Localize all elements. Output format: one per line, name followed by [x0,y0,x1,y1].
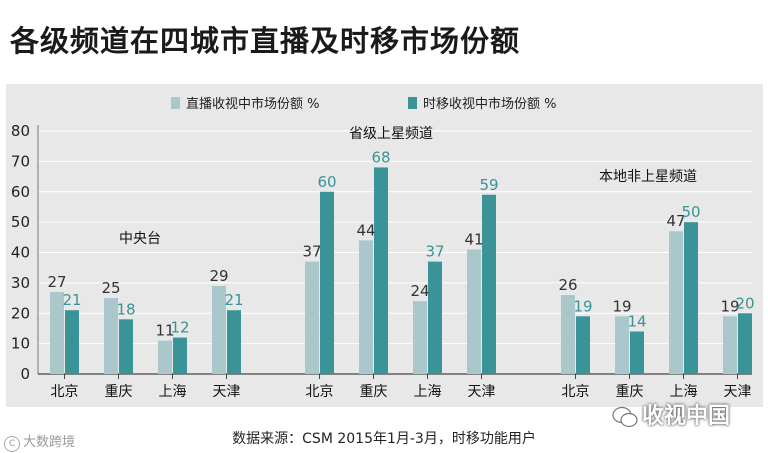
x-tick-label: 上海 [159,384,187,400]
x-tick-label: 上海 [414,384,442,400]
data-label-live: 41 [464,230,483,248]
group-label: 省级上星频道 [349,126,433,142]
x-tick-label: 北京 [51,384,79,400]
data-label-live: 47 [666,212,685,230]
legend-swatch [408,97,417,109]
bar-live [413,301,427,374]
bar-live [359,240,373,374]
right-watermark-text: 收视中国 [642,404,731,429]
bar-timeshift [630,331,644,374]
data-label-timeshift: 12 [170,319,189,337]
x-tick-label: 天津 [724,384,752,400]
bar-live [615,316,629,374]
data-label-live: 25 [101,279,120,297]
y-tick-label: 80 [11,122,30,140]
data-label-timeshift: 19 [573,297,592,315]
bar-live [561,295,575,374]
x-tick-label: 重庆 [105,384,133,400]
copyright-c-icon: C [4,436,20,452]
data-label-timeshift: 21 [62,291,81,309]
data-label-timeshift: 60 [317,173,336,191]
data-label-live: 44 [356,221,375,239]
left-watermark-text: 大数跨境 [23,435,76,450]
x-tick-label: 重庆 [616,384,644,400]
bar-timeshift [428,261,442,374]
bar-timeshift [65,310,79,374]
y-tick-label: 0 [20,365,30,383]
data-label-timeshift: 21 [224,291,243,309]
bar-timeshift [684,222,698,374]
data-label-live: 19 [612,297,631,315]
left-watermark: C 大数跨境 [4,431,75,452]
y-tick-label: 20 [11,304,30,322]
data-label-timeshift: 59 [479,176,498,194]
y-tick-label: 40 [11,244,30,262]
legend-swatch [171,97,180,109]
bar-timeshift [320,191,334,374]
page-title: 各级频道在四城市直播及时移市场份额 [10,24,521,58]
data-label-timeshift: 20 [735,294,754,312]
y-tick-label: 70 [11,152,30,170]
bar-live [50,291,64,374]
x-tick-label: 天津 [213,384,241,400]
data-label-timeshift: 37 [425,243,444,261]
data-label-live: 11 [155,322,174,340]
x-tick-label: 天津 [468,384,496,400]
wechat-logo-icon [612,406,638,428]
data-label-live: 37 [302,243,321,261]
x-tick-label: 北京 [562,384,590,400]
bar-timeshift [227,310,241,374]
bar-live [104,298,118,374]
group-label: 中央台 [119,231,161,247]
data-label-live: 26 [558,276,577,294]
bar-timeshift [738,313,752,374]
bar-live [158,340,172,374]
data-label-live: 24 [410,282,429,300]
data-source-note: 数据来源：CSM 2015年1月-3月，时移功能用户 [232,431,536,447]
y-tick-label: 30 [11,274,30,292]
legend-label: 直播收视中市场份额 % [186,96,320,112]
y-tick-label: 60 [11,183,30,201]
data-label-timeshift: 50 [681,203,700,221]
bar-timeshift [576,316,590,374]
bar-timeshift [482,194,496,374]
data-label-live: 27 [47,273,66,291]
bar-live [305,261,319,374]
bar-live [723,316,737,374]
data-label-timeshift: 68 [371,148,390,166]
bar-timeshift [374,167,388,374]
bar-live [212,285,226,374]
data-label-live: 19 [720,297,739,315]
data-label-live: 29 [209,267,228,285]
right-watermark: 收视中国 [612,398,730,430]
bar-timeshift [173,337,187,374]
y-tick-label: 10 [11,335,30,353]
bar-live [467,249,481,374]
y-tick-label: 50 [11,213,30,231]
data-label-timeshift: 14 [627,312,646,330]
bar-timeshift [119,319,133,374]
group-label: 本地非上星频道 [599,169,697,185]
x-tick-label: 上海 [670,384,698,400]
x-tick-label: 北京 [306,384,334,400]
data-label-timeshift: 18 [116,300,135,318]
legend-label: 时移收视中市场份额 % [423,96,557,112]
bar-live [669,231,683,374]
x-tick-label: 重庆 [360,384,388,400]
